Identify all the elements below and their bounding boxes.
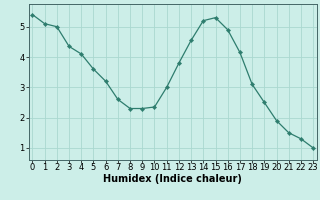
X-axis label: Humidex (Indice chaleur): Humidex (Indice chaleur) [103,174,242,184]
